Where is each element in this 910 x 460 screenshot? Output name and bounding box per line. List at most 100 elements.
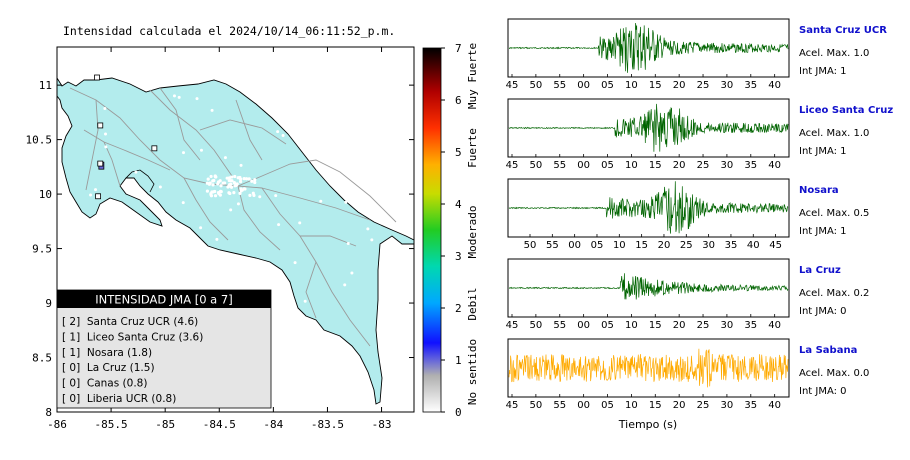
map-title: Intensidad calculada el 2024/10/14_06:11… [63,24,395,38]
legend-items: [ 2] Santa Cruz UCR (4.6) [ 1] Liceo Sant… [62,316,203,405]
station-name: Nosara [799,185,839,196]
colorbar-tick-label: 1 [455,354,462,367]
town-dot [228,179,233,183]
trace-tick-label: 40 [768,320,781,331]
station-marker [97,160,104,167]
town-dot [138,230,142,234]
town-dot [370,238,374,242]
trace-tick-label: 10 [625,400,638,411]
trace-tick-label: 40 [747,240,760,251]
town-dot [209,174,213,179]
town-dot [213,174,217,178]
trace-tick-label: 20 [673,80,686,91]
town-dot [181,201,185,205]
trace-tick-label: 20 [673,400,686,411]
town-dot [223,156,227,160]
town-dot [104,145,108,149]
town-dot [206,177,210,181]
station-markers [94,74,158,200]
trace-tick-label: 20 [673,320,686,331]
town-dot [219,184,223,188]
trace-tick-label: 05 [601,320,614,331]
colorbar-gradient [422,47,442,413]
trace-tick-label: 40 [768,80,781,91]
intensity-colorbar: 0 1 2 3 4 5 6 7 No sentido Debil Moderado Fuerte Mu… [422,42,479,419]
trace-tick-label: 55 [553,320,566,331]
int-jma: Int JMA: 0 [799,306,847,317]
town-dot [244,177,249,181]
town-dot [232,181,236,185]
trace-tick-label: 30 [721,400,734,411]
town-dot [344,344,348,348]
town-dot [210,108,214,112]
town-dot [242,177,246,181]
town-dot [298,221,302,225]
trace-tick-label: 00 [577,80,590,91]
colorbar-tick-label: 5 [455,146,462,159]
station-name: La Cruz [799,265,841,276]
town-dot [116,285,120,289]
trace-tick-label: 45 [769,240,782,251]
station-name: Liceo Santa Cruz [799,105,893,116]
trace-line [508,103,789,152]
town-dot [216,191,221,195]
town-dot [258,195,262,199]
colorbar-tick-label: 3 [455,250,462,263]
colorbar-category-label: No sentido [466,339,479,405]
town-dot [314,335,318,339]
town-dot [319,199,323,203]
trace-tick-label: 25 [697,80,710,91]
road-network [69,87,397,347]
trace-tick-label: 30 [721,80,734,91]
acel-max: Acel. Max. 0.2 [799,288,869,299]
town-dot [346,241,350,245]
town-dot [210,190,214,194]
gulf-line [125,169,155,193]
town-markers [87,94,374,359]
trace-tick-label: 50 [530,80,543,91]
acel-max: Acel. Max. 1.0 [799,48,869,59]
seismogram-la-sabana: 45 50 55 00 05 10 15 20 25 30 35 40 La Sabana Acel. M… [506,338,869,411]
town-dot [333,96,337,100]
town-dot [134,170,138,174]
trace-tick-label: 05 [601,80,614,91]
trace-line [508,348,789,388]
colorbar-category-label: Debil [466,287,479,320]
town-dot [233,174,237,179]
trace-tick-label: 05 [601,400,614,411]
seismogram-nosara: 50 55 00 05 10 15 20 25 30 35 40 45 Nosara Acel. Max.… [507,178,869,251]
legend-item: [ 0] Canas (0.8) [62,378,147,390]
trace-tick-label: 25 [680,240,693,251]
town-dot [303,299,307,303]
map-x-tick-label: -85.5 [95,418,128,431]
town-dot [87,250,91,254]
station-marker [97,122,104,129]
town-dot [234,183,238,187]
trace-tick-label: 20 [658,240,671,251]
map-y-tick-label: 8 [45,406,52,419]
map-y-tick-label: 9.5 [32,243,52,256]
colorbar-tick-label: 7 [455,42,462,55]
town-dot [89,193,93,197]
town-dot [221,181,225,185]
int-jma: Int JMA: 1 [799,226,847,237]
town-dot [274,194,278,198]
trace-tick-label: 10 [625,80,638,91]
town-dot [182,151,186,155]
town-dot [238,180,243,184]
map-x-tick-label: -84.5 [203,418,236,431]
trace-tick-label: 15 [649,160,662,171]
map-x-tick-label: -83.5 [311,418,344,431]
station-marker [94,74,100,81]
town-dot [281,134,285,138]
town-dot [172,94,176,98]
map-x-tick-label: -84 [263,418,283,431]
town-dot [229,182,233,186]
trace-tick-label: 35 [744,160,757,171]
town-dot [208,181,212,185]
intensity-legend: INTENSIDAD JMA [0 a 7] [ 2] Santa Cruz U… [56,289,272,409]
trace-tick-label: 45 [506,160,519,171]
colorbar-tick-label: 6 [455,94,462,107]
int-jma: Int JMA: 1 [799,146,847,157]
